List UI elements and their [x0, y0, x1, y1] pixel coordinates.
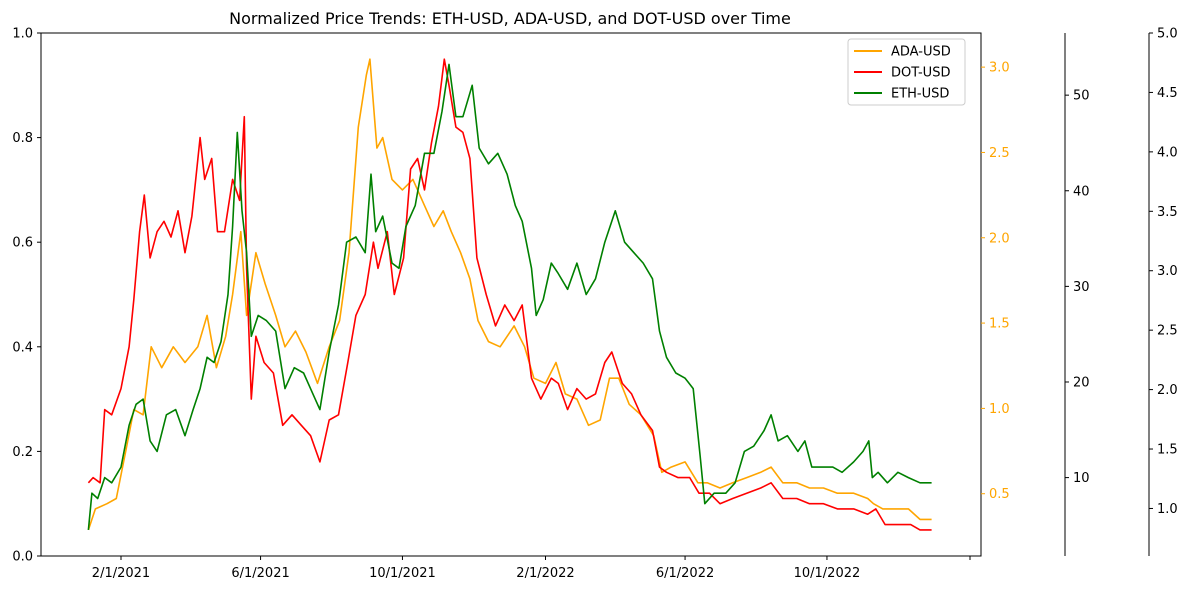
x-tick-label: 2/1/2022	[516, 566, 574, 581]
left-y-tick-label: 0.6	[12, 236, 33, 251]
eth-y-tick-label: 2.0	[1157, 383, 1178, 398]
eth-y-tick-label: 4.0	[1157, 145, 1178, 160]
legend-label-ada-usd: ADA-USD	[891, 45, 951, 60]
ada-y-tick-label: 1.5	[989, 317, 1010, 332]
x-tick-label: 6/1/2021	[231, 566, 289, 581]
eth-y-tick-label: 3.5	[1157, 205, 1178, 220]
ada-y-tick-label: 3.0	[989, 61, 1010, 76]
eth-y-tick-label: 4.5	[1157, 86, 1178, 101]
eth-y-tick-label: 1.5	[1157, 443, 1178, 458]
left-y-tick-label: 0.0	[12, 550, 33, 565]
series-line-dot-usd	[87, 58, 932, 531]
eth-y-tick-label: 3.0	[1157, 264, 1178, 279]
x-tick-label: 2/1/2021	[92, 566, 150, 581]
plot-area	[87, 58, 932, 531]
dot-y-tick-label: 40	[1073, 184, 1090, 199]
legend-label-eth-usd: ETH-USD	[891, 87, 949, 102]
left-y-tick-label: 0.4	[12, 340, 33, 355]
legend-label-dot-usd: DOT-USD	[891, 66, 950, 81]
x-tick-label: 6/1/2022	[656, 566, 714, 581]
left-y-tick-label: 1.0	[12, 27, 33, 42]
x-tick-label: 10/1/2022	[794, 566, 861, 581]
eth-y-tick-label: 5.0	[1157, 27, 1178, 42]
chart-title: Normalized Price Trends: ETH-USD, ADA-US…	[229, 9, 791, 28]
x-tick-label: 10/1/2021	[369, 566, 436, 581]
dot-y-tick-label: 20	[1073, 375, 1090, 390]
axes: 2/1/2021 6/1/2021 10/1/2021 2/1/2022 6/1/202…	[12, 27, 1177, 582]
series-line-eth-usd	[87, 63, 932, 530]
eth-y-tick-label: 1.0	[1157, 502, 1178, 517]
dot-y-tick-label: 30	[1073, 280, 1090, 295]
legend-box	[847, 38, 966, 106]
ada-y-tick-label: 0.5	[989, 487, 1010, 502]
ada-y-tick-label: 1.0	[989, 402, 1010, 417]
ada-y-tick-label: 2.5	[989, 146, 1010, 161]
left-y-tick-label: 0.8	[12, 131, 33, 146]
dot-y-tick-label: 50	[1073, 89, 1090, 104]
eth-y-tick-label: 2.5	[1157, 324, 1178, 339]
left-y-tick-label: 0.2	[12, 445, 33, 460]
series-line-ada-usd	[87, 58, 932, 531]
dot-y-tick-label: 10	[1073, 471, 1090, 486]
plot-frame	[40, 32, 982, 557]
legend: ADA-USD DOT-USD ETH-USD	[847, 38, 966, 106]
ada-y-tick-label: 2.0	[989, 231, 1010, 246]
